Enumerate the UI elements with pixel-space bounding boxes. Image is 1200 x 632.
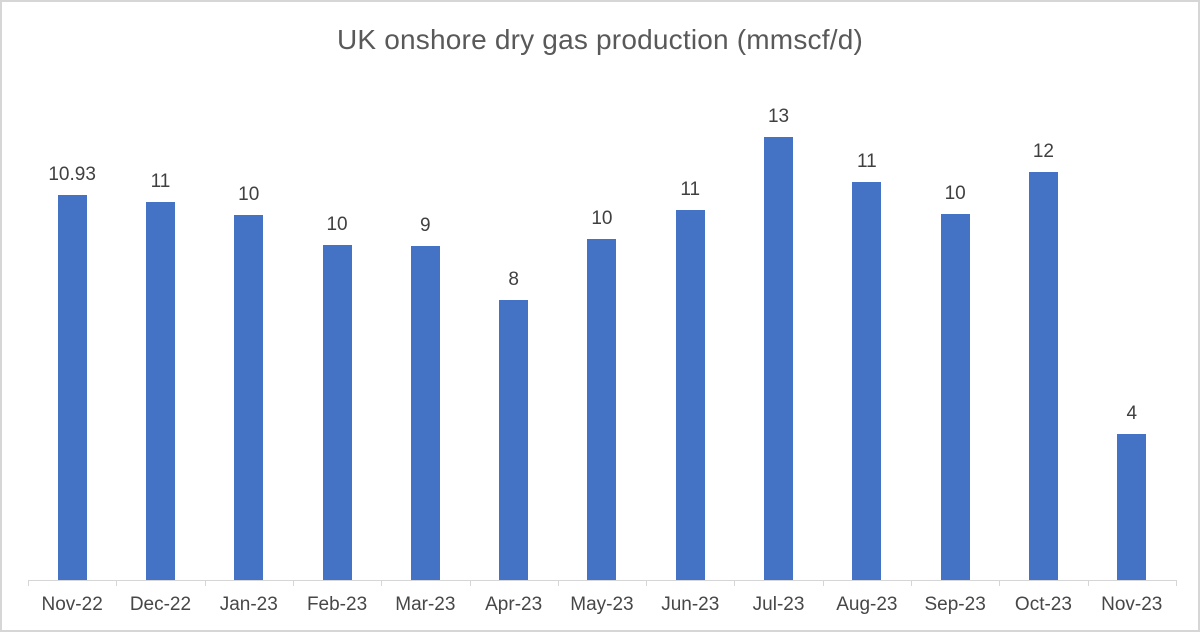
x-axis-tick-label: Mar-23 [395,594,456,615]
x-axis-tick-mark [646,580,648,586]
chart-title: UK onshore dry gas production (mmscf/d) [336,24,863,55]
x-axis-tick-mark [1087,580,1089,586]
x-axis-tick-label: Jul-23 [752,594,805,615]
bar [675,209,705,580]
x-axis-tick-label: Apr-23 [485,594,543,615]
bar [410,245,440,580]
bar-value-label: 10 [326,213,348,235]
x-axis-tick-mark [734,580,736,586]
x-axis-tick-mark [204,580,206,586]
x-axis-tick-label: Sep-23 [924,594,986,615]
x-axis-tick-mark [469,580,471,586]
x-axis-tick-mark [381,580,383,586]
bar-value-label: 13 [767,106,790,128]
bar-value-label: 9 [420,214,431,236]
x-axis-tick-label: Aug-23 [836,594,898,615]
bar-value-label: 10 [591,208,613,230]
x-axis-tick-mark [911,580,912,586]
bar [764,137,794,580]
x-axis-tick-label: Nov-22 [41,594,103,615]
x-axis-tick-mark [557,580,559,586]
bar [322,244,352,580]
x-axis-tick-label: Jun-23 [661,594,720,615]
bar-value-label: 11 [150,170,171,192]
bar-value-label: 4 [1126,402,1138,424]
x-axis-tick-label: Oct-23 [1014,594,1072,615]
x-axis-tick-mark [28,580,29,586]
x-axis-tick-label: May-23 [570,594,634,615]
bar-value-label: 12 [1032,140,1054,162]
x-axis-tick-mark [116,580,118,586]
bar-value-label: 11 [856,150,877,172]
bar [1028,171,1058,580]
bar [234,214,264,580]
x-axis-tick-label: Jan-23 [219,594,278,615]
bar [57,195,87,580]
bar [587,239,617,580]
bar-value-label: 10 [944,182,966,204]
bar-value-label: 8 [508,269,519,291]
bar [145,201,175,580]
x-axis-line [28,580,1176,581]
x-axis-tick-mark [822,580,824,586]
bar-value-label: 10.93 [48,164,96,186]
bar-value-label: 10 [238,183,260,205]
bar-value-label: 11 [680,178,701,200]
bar [852,181,882,580]
x-axis-tick-label: Feb-23 [306,594,368,615]
x-axis-tick-label: Dec-22 [129,594,192,615]
x-axis-tick-mark [292,580,294,586]
x-axis-tick-mark [999,580,1001,586]
bar [940,213,970,580]
bar [1117,433,1147,580]
x-axis-tick-mark [1175,580,1177,586]
bar [499,300,529,580]
x-axis-tick-label: Nov-23 [1101,594,1163,615]
